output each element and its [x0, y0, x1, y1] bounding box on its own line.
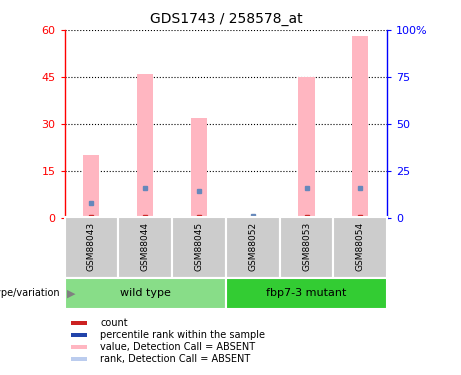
Bar: [226, 217, 280, 278]
Text: GSM88054: GSM88054: [356, 222, 365, 271]
Text: GSM88044: GSM88044: [141, 222, 150, 271]
Text: genotype/variation: genotype/variation: [0, 288, 60, 298]
Text: GSM88043: GSM88043: [87, 222, 96, 271]
Title: GDS1743 / 258578_at: GDS1743 / 258578_at: [149, 12, 302, 26]
Bar: [71, 357, 87, 361]
Text: count: count: [100, 318, 128, 328]
Bar: [71, 321, 87, 325]
Text: GSM88045: GSM88045: [195, 222, 203, 271]
Bar: [83, 155, 100, 218]
Bar: [65, 217, 118, 278]
Text: wild type: wild type: [120, 288, 171, 298]
Text: value, Detection Call = ABSENT: value, Detection Call = ABSENT: [100, 342, 255, 352]
Bar: [65, 278, 226, 309]
Text: ▶: ▶: [67, 288, 75, 298]
Bar: [172, 217, 226, 278]
Bar: [352, 36, 368, 218]
Bar: [245, 216, 261, 217]
Text: GSM88053: GSM88053: [302, 222, 311, 271]
Bar: [226, 278, 387, 309]
Bar: [333, 217, 387, 278]
Text: GSM88052: GSM88052: [248, 222, 257, 271]
Bar: [71, 333, 87, 337]
Text: percentile rank within the sample: percentile rank within the sample: [100, 330, 265, 340]
Bar: [118, 217, 172, 278]
Text: rank, Detection Call = ABSENT: rank, Detection Call = ABSENT: [100, 354, 250, 364]
Bar: [280, 217, 333, 278]
Text: fbp7-3 mutant: fbp7-3 mutant: [266, 288, 347, 298]
Bar: [71, 345, 87, 349]
Bar: [298, 77, 314, 218]
Bar: [191, 117, 207, 218]
Bar: [137, 74, 153, 217]
